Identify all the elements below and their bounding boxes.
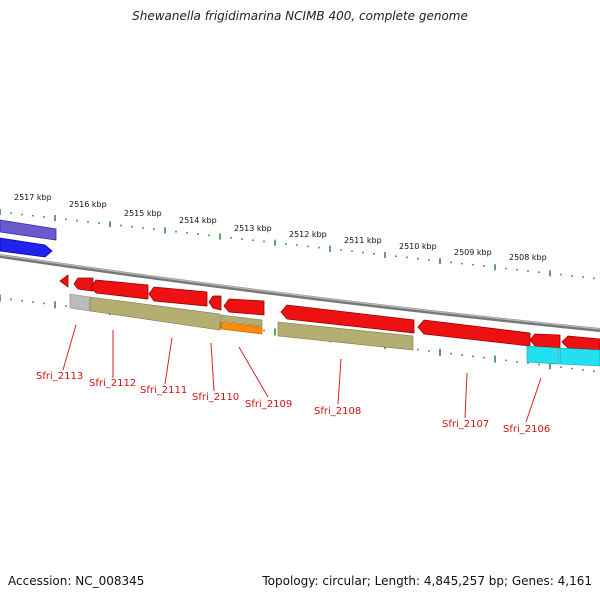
gene-feature-red [208, 295, 222, 311]
genome-backbone-highlight [0, 254, 600, 330]
gene-feature-orange [220, 321, 263, 335]
kbp-label: 2512 kbp [289, 230, 327, 239]
label-leader-line [238, 346, 269, 398]
genome-summary-text: Topology: circular; Length: 4,845,257 bp… [262, 574, 592, 588]
gene-feature-gray [69, 293, 91, 312]
gene-feature-red [280, 304, 415, 334]
label-leader-line [464, 372, 468, 419]
gene-feature-red [561, 335, 600, 351]
gene-label: Sfri_2109 [245, 399, 292, 410]
kbp-label: 2511 kbp [344, 236, 382, 245]
gene-feature-red [417, 319, 531, 347]
gene-feature-red [73, 277, 94, 292]
kbp-label: 2510 kbp [399, 242, 437, 251]
kbp-label: 2517 kbp [14, 193, 52, 202]
kbp-tick-row-top [0, 209, 595, 280]
gene-label: Sfri_2106 [503, 424, 550, 435]
kbp-label: 2508 kbp [509, 253, 547, 262]
kbp-label: 2516 kbp [69, 200, 107, 209]
gene-feature-red [223, 298, 265, 316]
label-leader-line [525, 377, 542, 423]
kbp-label: 2513 kbp [234, 224, 272, 233]
gene-feature-olive [89, 296, 221, 331]
genome-title: Shewanella frigidimarina NCIMB 400, comp… [132, 9, 468, 23]
label-leader-line [62, 324, 77, 371]
label-leader-line [337, 358, 342, 405]
gene-feature-olive [277, 321, 414, 351]
gene-feature-blue [0, 237, 53, 258]
label-leader-line [164, 337, 173, 385]
gene-label: Sfri_2112 [89, 378, 136, 389]
gene-feature-red [529, 333, 561, 349]
accession-text: Accession: NC_008345 [8, 574, 145, 588]
gene-feature-purple [0, 219, 57, 241]
gene-label: Sfri_2108 [314, 406, 361, 417]
gene-feature-olive [220, 314, 263, 327]
label-leader-line [210, 342, 215, 392]
gene-feature-red [90, 279, 149, 300]
gene-label: Sfri_2110 [192, 392, 239, 403]
kbp-label: 2514 kbp [179, 216, 217, 225]
gene-feature-cyan [559, 347, 600, 367]
gene-feature-red [59, 274, 69, 288]
gene-label: Sfri_2107 [442, 419, 489, 430]
gene-label: Sfri_2111 [140, 385, 187, 396]
genome-backbone [0, 254, 600, 332]
kbp-label: 2509 kbp [454, 248, 492, 257]
gene-label: Sfri_2113 [36, 371, 83, 382]
kbp-label: 2515 kbp [124, 209, 162, 218]
gene-feature-red [148, 286, 208, 307]
gene-feature-cyan [526, 345, 560, 365]
